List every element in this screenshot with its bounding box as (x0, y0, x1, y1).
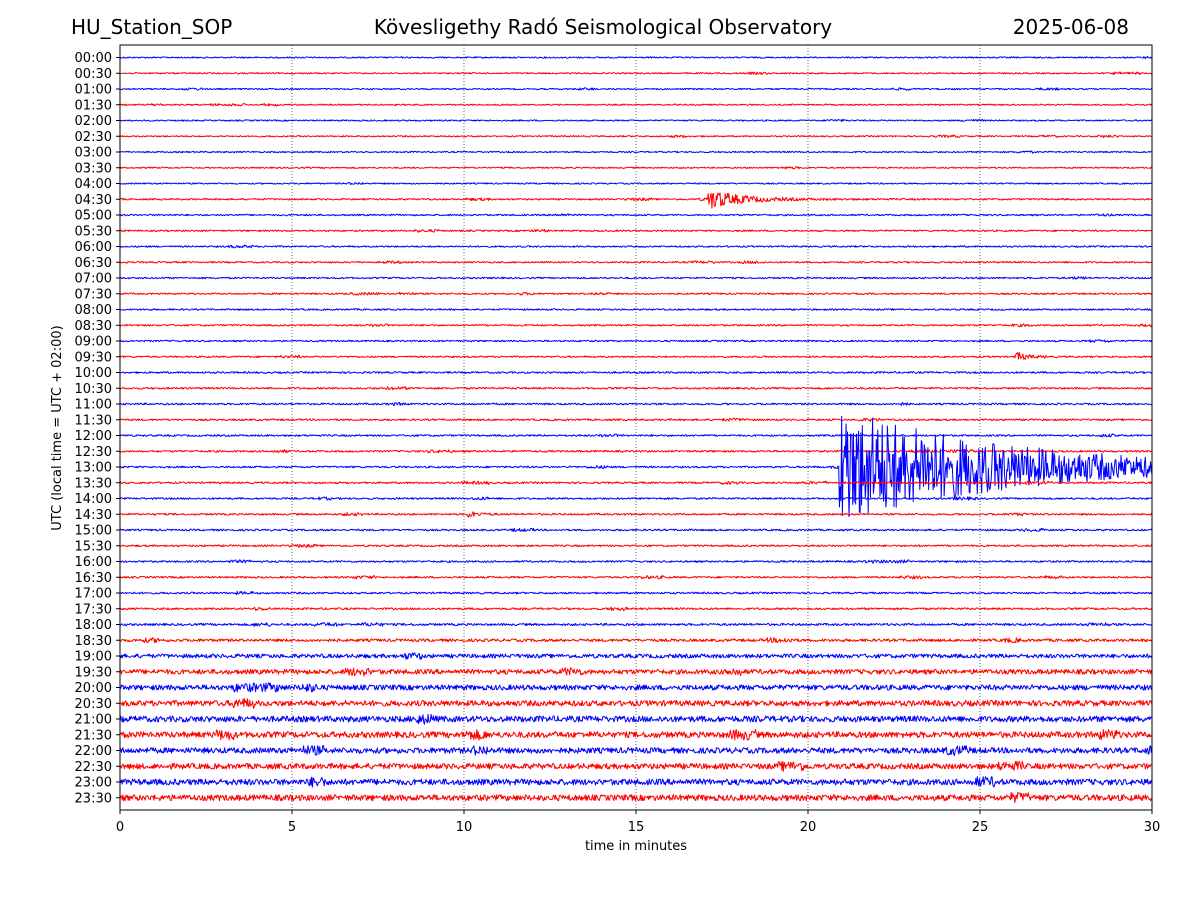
trace-line (120, 352, 1152, 359)
y-tick-label: 22:00 (75, 744, 112, 759)
y-tick-label: 15:00 (75, 524, 112, 539)
trace-line (120, 714, 1152, 724)
trace-line (120, 653, 1152, 660)
y-tick-label: 11:00 (75, 398, 112, 413)
y-tick-label: 21:00 (75, 713, 112, 728)
y-tick-label: 06:30 (75, 256, 112, 271)
x-tick-label: 25 (972, 820, 989, 835)
y-tick-label: 09:30 (75, 350, 112, 365)
y-tick-label: 02:00 (75, 114, 112, 129)
y-tick-label: 14:00 (75, 492, 112, 507)
y-tick-label: 20:30 (75, 697, 112, 712)
y-tick-label: 09:00 (75, 335, 112, 350)
y-tick-label: 06:00 (75, 240, 112, 255)
y-tick-label: 10:00 (75, 366, 112, 381)
y-tick-label: 12:30 (75, 445, 112, 460)
trace-line (120, 119, 1152, 121)
y-tick-label: 05:00 (75, 209, 112, 224)
y-tick-label: 03:00 (75, 146, 112, 161)
x-tick-label: 5 (288, 820, 296, 835)
y-tick-label: 07:00 (75, 272, 112, 287)
y-tick-label: 08:00 (75, 303, 112, 318)
y-tick-label: 01:00 (75, 83, 112, 98)
y-tick-label: 14:30 (75, 508, 112, 523)
y-tick-label: 19:00 (75, 650, 112, 665)
y-tick-label: 17:30 (75, 602, 112, 617)
trace-line (120, 777, 1152, 787)
y-tick-label: 23:30 (75, 791, 112, 806)
x-axis-label: time in minutes (585, 839, 687, 854)
trace-line (120, 309, 1152, 311)
x-tick-label: 20 (800, 820, 817, 835)
y-tick-label: 01:30 (75, 98, 112, 113)
y-tick-label: 13:00 (75, 461, 112, 476)
trace-line (120, 88, 1152, 90)
y-tick-label: 17:00 (75, 587, 112, 602)
x-axis: 0 5 10 15 20 25 30 (116, 810, 1160, 835)
trace-line (120, 245, 1152, 248)
y-tick-label: 03:30 (75, 161, 112, 176)
trace-line (120, 668, 1152, 676)
trace-line (120, 560, 1152, 563)
trace-line (120, 261, 1152, 264)
trace-line (120, 699, 1152, 709)
trace-line (120, 324, 1152, 327)
y-tick-label: 05:30 (75, 224, 112, 239)
x-tick-label: 0 (116, 820, 124, 835)
y-tick-label: 16:00 (75, 555, 112, 570)
y-tick-label: 22:30 (75, 760, 112, 775)
y-tick-label: 04:30 (75, 193, 112, 208)
trace-line (120, 182, 1152, 184)
y-tick-label: 08:30 (75, 319, 112, 334)
trace-line (120, 576, 1152, 579)
trace-line (120, 607, 1152, 610)
y-tick-label: 18:30 (75, 634, 112, 649)
trace-line (120, 372, 1152, 374)
y-tick-label: 16:30 (75, 571, 112, 586)
y-tick-label: 12:00 (75, 429, 112, 444)
x-tick-label: 30 (1144, 820, 1161, 835)
x-tick-label: 15 (628, 820, 645, 835)
y-tick-label: 11:30 (75, 413, 112, 428)
trace-line (120, 792, 1152, 802)
y-tick-label: 00:30 (75, 67, 112, 82)
y-tick-label: 02:30 (75, 130, 112, 145)
trace-line (120, 638, 1152, 643)
trace-line (120, 104, 1152, 107)
y-tick-label: 07:30 (75, 287, 112, 302)
y-tick-label: 10:30 (75, 382, 112, 397)
trace-line (120, 277, 1152, 280)
y-tick-label: 20:00 (75, 681, 112, 696)
y-axis-label: UTC (local time = UTC + 02:00) (50, 325, 65, 530)
y-tick-label: 23:00 (75, 776, 112, 791)
y-tick-label: 21:30 (75, 728, 112, 743)
y-tick-label: 13:30 (75, 476, 112, 491)
trace-line (120, 340, 1152, 343)
grid-lines (292, 45, 980, 810)
trace-line (120, 151, 1152, 153)
trace-line (120, 623, 1152, 627)
y-tick-label: 00:00 (75, 51, 112, 66)
x-tick-label: 10 (456, 820, 473, 835)
trace-line (120, 497, 1152, 500)
y-tick-label: 04:00 (75, 177, 112, 192)
trace-line (120, 214, 1152, 216)
y-tick-label: 15:30 (75, 539, 112, 554)
y-tick-label: 18:00 (75, 618, 112, 633)
y-axis: 00:0000:3001:0001:3002:0002:3003:0003:30… (75, 51, 120, 806)
trace-line (120, 434, 1152, 437)
y-tick-label: 19:30 (75, 665, 112, 680)
trace-line (120, 56, 1152, 58)
